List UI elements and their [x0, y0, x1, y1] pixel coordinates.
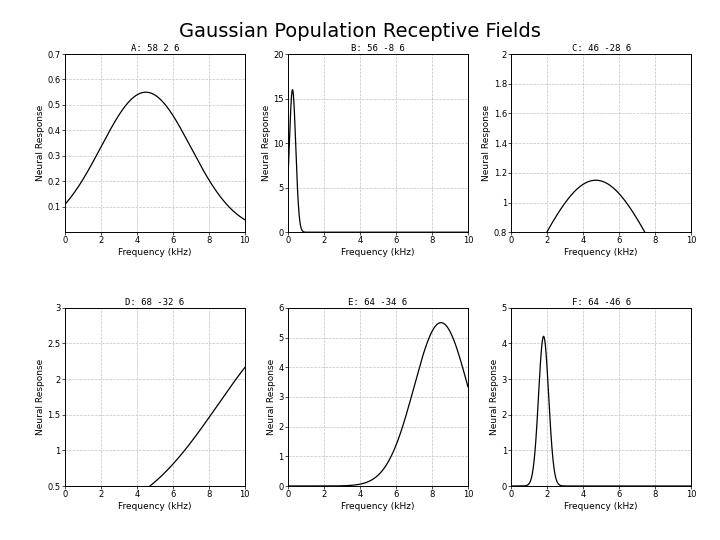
Title: D: 68 -32 6: D: 68 -32 6: [125, 298, 184, 307]
Title: B: 56 -8 6: B: 56 -8 6: [351, 44, 405, 53]
Text: Gaussian Population Receptive Fields: Gaussian Population Receptive Fields: [179, 22, 541, 40]
Y-axis label: Neural Response: Neural Response: [36, 359, 45, 435]
X-axis label: Frequency (kHz): Frequency (kHz): [564, 502, 638, 511]
Y-axis label: Neural Response: Neural Response: [35, 105, 45, 181]
Y-axis label: Neural Response: Neural Response: [266, 359, 276, 435]
Title: A: 58 2 6: A: 58 2 6: [130, 44, 179, 53]
Y-axis label: Neural Response: Neural Response: [482, 105, 491, 181]
X-axis label: Frequency (kHz): Frequency (kHz): [341, 502, 415, 511]
Title: C: 46 -28 6: C: 46 -28 6: [572, 44, 631, 53]
Title: E: 64 -34 6: E: 64 -34 6: [348, 298, 408, 307]
X-axis label: Frequency (kHz): Frequency (kHz): [118, 248, 192, 257]
Y-axis label: Neural Response: Neural Response: [490, 359, 499, 435]
Title: F: 64 -46 6: F: 64 -46 6: [572, 298, 631, 307]
X-axis label: Frequency (kHz): Frequency (kHz): [118, 502, 192, 511]
X-axis label: Frequency (kHz): Frequency (kHz): [564, 248, 638, 257]
Y-axis label: Neural Response: Neural Response: [261, 105, 271, 181]
X-axis label: Frequency (kHz): Frequency (kHz): [341, 248, 415, 257]
